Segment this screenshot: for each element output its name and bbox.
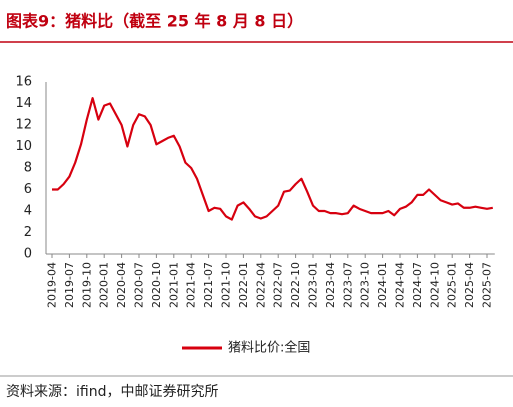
legend-label: 猪料比价:全国 <box>228 340 310 356</box>
x-tick-label: 2022-07 <box>272 262 285 308</box>
x-tick-label: 2019-10 <box>80 262 93 308</box>
x-tick-label: 2021-04 <box>185 262 198 308</box>
x-tick-label: 2021-10 <box>220 262 233 308</box>
x-tick-label: 2019-04 <box>46 262 59 308</box>
x-tick-label: 2022-01 <box>237 262 250 308</box>
chart-title: 图表9：猪料比（截至 25 年 8 月 8 日） <box>6 12 303 31</box>
x-tick-label: 2024-07 <box>411 262 424 308</box>
y-tick-label: 16 <box>15 75 32 90</box>
y-tick-label: 0 <box>24 247 32 262</box>
x-tick-label: 2022-10 <box>289 262 302 308</box>
x-tick-label: 2025-07 <box>481 262 494 308</box>
y-tick-label: 8 <box>24 161 32 176</box>
x-tick-label: 2024-04 <box>394 262 407 308</box>
y-tick-label: 4 <box>24 204 32 219</box>
y-tick-label: 14 <box>15 96 32 111</box>
x-tick-label: 2023-10 <box>359 262 372 308</box>
y-tick-label: 12 <box>15 118 32 133</box>
line-series <box>52 97 494 221</box>
x-tick-label: 2023-07 <box>341 262 354 308</box>
x-tick-label: 2020-01 <box>98 262 111 308</box>
x-tick-label: 2023-01 <box>307 262 320 308</box>
x-tick-label: 2023-04 <box>324 262 337 308</box>
x-tick-label: 2021-07 <box>202 262 215 308</box>
y-tick-label: 6 <box>24 182 32 197</box>
x-tick-label: 2019-07 <box>63 262 76 308</box>
x-tick-label: 2022-04 <box>254 262 267 308</box>
source: 资料来源：ifind，中邮证券研究所 <box>6 384 218 400</box>
x-tick-label: 2025-01 <box>446 262 459 308</box>
x-tick-label: 2021-01 <box>167 262 180 308</box>
y-tick-label: 2 <box>24 225 32 240</box>
x-tick-label: 2024-01 <box>376 262 389 308</box>
x-tick-label: 2025-04 <box>463 262 476 308</box>
y-tick-label: 10 <box>15 139 32 154</box>
x-tick-label: 2020-10 <box>150 262 163 308</box>
x-tick-label: 2020-04 <box>115 262 128 308</box>
x-tick-label: 2024-10 <box>428 262 441 308</box>
x-tick-label: 2020-07 <box>133 262 146 308</box>
